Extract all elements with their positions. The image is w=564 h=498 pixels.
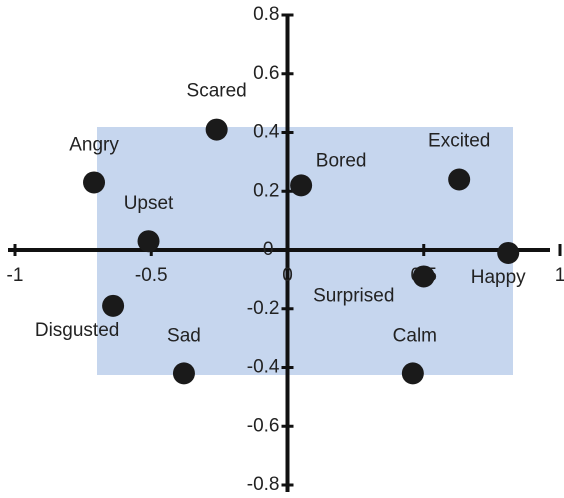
point-label: Excited — [428, 131, 490, 152]
y-tick-label: -0.4 — [247, 357, 280, 378]
point — [497, 241, 520, 264]
point-label: Scared — [187, 81, 247, 102]
point — [290, 174, 313, 197]
y-tick-label: 0.4 — [253, 122, 280, 143]
point-label: Angry — [69, 134, 119, 155]
point — [83, 171, 106, 194]
point-label: Calm — [393, 325, 437, 346]
y-tick-label: 0.8 — [253, 4, 279, 25]
x-tick-label: -1 — [7, 265, 24, 286]
point-label: Surprised — [313, 285, 394, 306]
point — [401, 362, 424, 385]
point — [205, 118, 228, 141]
point — [172, 362, 195, 385]
point — [448, 168, 471, 191]
point-label: Sad — [167, 325, 201, 346]
y-tick-label: 0.2 — [253, 180, 279, 201]
x-tick-label: -0.5 — [135, 265, 168, 286]
x-tick-label: 1 — [555, 265, 564, 286]
point-label: Bored — [316, 150, 367, 171]
point-label: Upset — [124, 193, 174, 214]
y-tick-label: -0.6 — [247, 415, 280, 436]
x-tick-label: 0 — [282, 265, 293, 286]
y-tick-label: -0.2 — [247, 298, 280, 319]
point — [137, 230, 160, 253]
y-tick-label: -0.8 — [247, 474, 280, 495]
point — [412, 265, 435, 288]
y-tick-label: 0.6 — [253, 63, 279, 84]
point — [102, 294, 125, 317]
y-tick-label: 0 — [263, 239, 274, 260]
point-label: Happy — [471, 267, 526, 288]
point-label: Disgusted — [35, 320, 120, 341]
